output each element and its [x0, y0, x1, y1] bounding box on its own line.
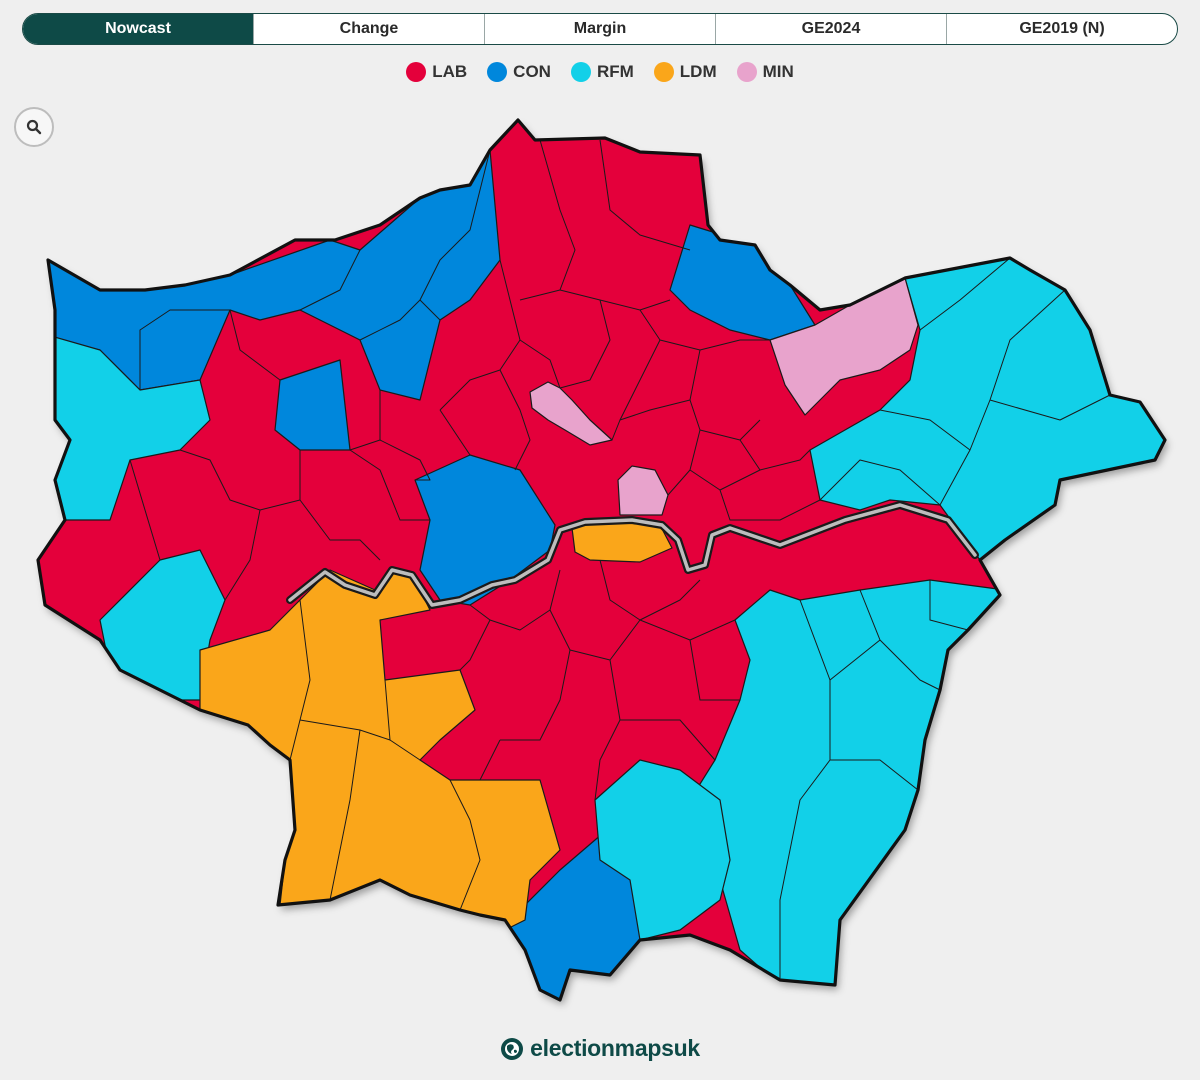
legend-item-ldm[interactable]: LDM	[653, 62, 717, 82]
zoom-button[interactable]	[14, 107, 54, 147]
con-swatch	[487, 62, 508, 82]
legend-label: LAB	[432, 62, 468, 81]
legend-item-con[interactable]: CON	[487, 62, 551, 82]
min-north-east	[769, 277, 919, 416]
tab-nowcast[interactable]: Nowcast	[23, 14, 253, 44]
ldm-swatch	[653, 62, 674, 82]
globe-logo-icon	[501, 1037, 524, 1060]
party-legend: LAB CON RFM LDM MIN	[0, 62, 1200, 82]
rfm-south	[594, 759, 731, 941]
brand-name: electionmapsuk	[530, 1035, 700, 1061]
constituency-borders	[129, 139, 1111, 985]
legend-label: CON	[513, 62, 551, 81]
tab-change[interactable]: Change	[253, 14, 484, 44]
legend-item-lab[interactable]: LAB	[406, 62, 467, 82]
search-icon	[26, 119, 42, 135]
tab-ge2024[interactable]: GE2024	[715, 14, 946, 44]
view-tabs: Nowcast Change Margin GE2024 GE2019 (N)	[22, 13, 1178, 45]
lab-swatch	[406, 62, 427, 82]
legend-item-rfm[interactable]: RFM	[570, 62, 634, 82]
con-central-west	[274, 359, 351, 451]
tab-margin[interactable]: Margin	[484, 14, 715, 44]
legend-item-min[interactable]: MIN	[736, 62, 794, 82]
legend-label: LDM	[679, 62, 717, 81]
legend-label: RFM	[596, 62, 634, 81]
brand-logo: electionmapsuk	[0, 1035, 1200, 1062]
min-swatch	[736, 62, 757, 82]
legend-label: MIN	[762, 62, 794, 81]
tab-ge2019-n[interactable]: GE2019 (N)	[946, 14, 1177, 44]
rfm-swatch	[570, 62, 591, 82]
